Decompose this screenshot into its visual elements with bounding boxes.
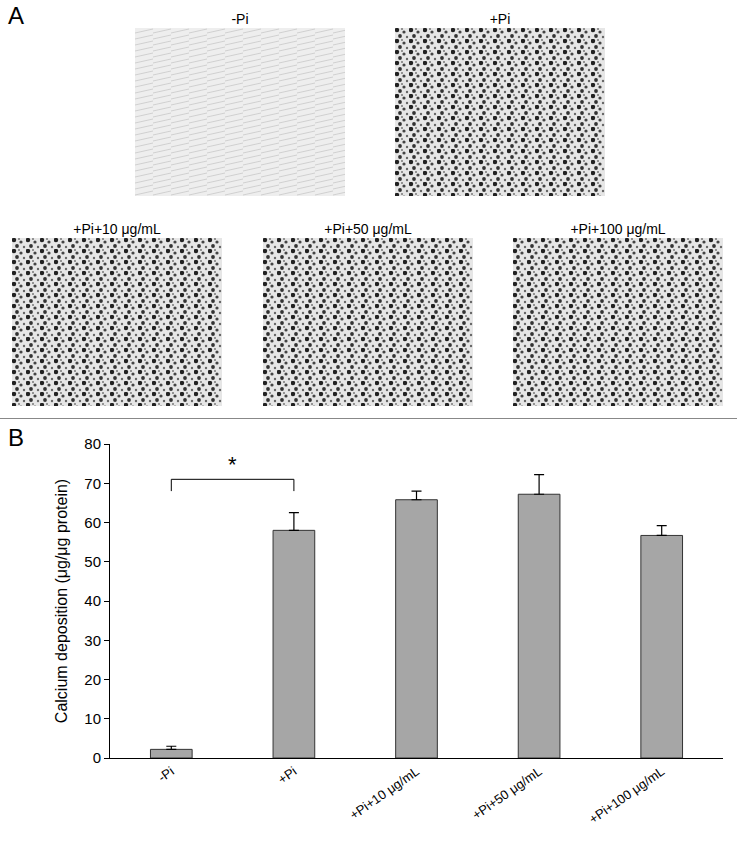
svg-text:80: 80 (84, 435, 101, 452)
svg-text:+Pi+100 μg/mL: +Pi+100 μg/mL (586, 764, 667, 827)
svg-text:+Pi+10 μg/mL: +Pi+10 μg/mL (347, 764, 422, 823)
html-text:A: A (8, 2, 24, 29)
svg-text:50: 50 (84, 553, 101, 570)
html-text:+Pi+50 μg/mL: +Pi+50 μg/mL (324, 221, 412, 237)
svg-text:-Pi: -Pi (155, 764, 177, 785)
svg-text:*: * (228, 452, 237, 477)
html-text:B: B (8, 424, 24, 451)
html-text:+Pi+100 μg/mL: +Pi+100 μg/mL (570, 221, 666, 237)
svg-text:20: 20 (84, 671, 101, 688)
html-text:+Pi+10 μg/mL: +Pi+10 μg/mL (73, 221, 161, 237)
svg-text:60: 60 (84, 514, 101, 531)
svg-text:+Pi: +Pi (275, 764, 299, 787)
html-text:-Pi: -Pi (231, 11, 249, 27)
svg-text:0: 0 (93, 749, 101, 766)
html-text:+Pi: +Pi (489, 11, 511, 27)
svg-text:Calcium deposition (μg/μg prot: Calcium deposition (μg/μg protein) (53, 479, 70, 723)
svg-text:40: 40 (84, 592, 101, 609)
svg-text:70: 70 (84, 475, 101, 492)
svg-text:10: 10 (84, 710, 101, 727)
svg-text:+Pi+50 μg/mL: +Pi+50 μg/mL (469, 764, 544, 823)
svg-text:30: 30 (84, 632, 101, 649)
